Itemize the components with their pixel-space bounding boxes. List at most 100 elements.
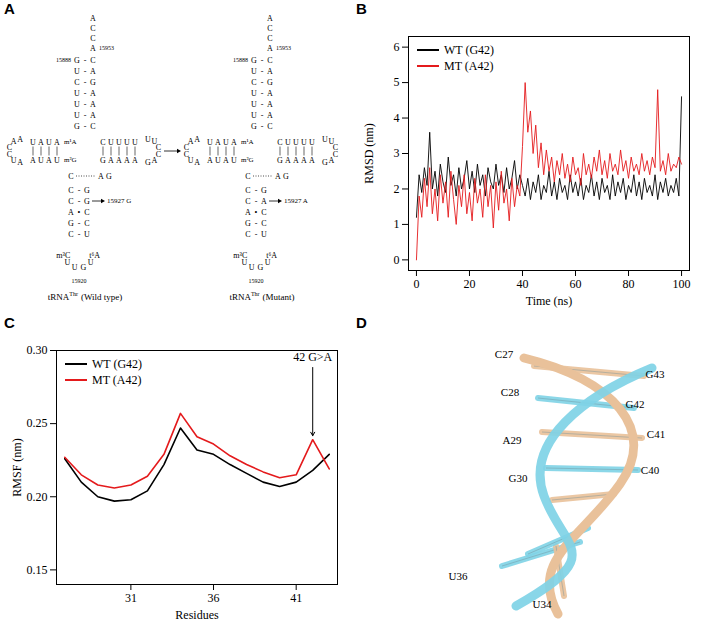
svg-text:-: - bbox=[261, 78, 264, 87]
svg-text:U: U bbox=[251, 100, 257, 109]
svg-text:G: G bbox=[245, 219, 251, 228]
svg-text:U: U bbox=[74, 67, 80, 76]
svg-text:G: G bbox=[84, 197, 90, 206]
svg-text:-: - bbox=[84, 56, 87, 65]
svg-text:C: C bbox=[90, 24, 95, 33]
svg-text:C: C bbox=[267, 122, 272, 131]
svg-text:-: - bbox=[255, 230, 258, 239]
svg-text:-: - bbox=[261, 67, 264, 76]
svg-text:A: A bbox=[90, 89, 96, 98]
svg-text:t⁶A: t⁶A bbox=[266, 251, 277, 260]
svg-text:C: C bbox=[251, 78, 256, 87]
svg-text:C40: C40 bbox=[641, 464, 660, 476]
svg-text:m²G: m²G bbox=[241, 156, 254, 164]
svg-text:31: 31 bbox=[125, 591, 137, 605]
svg-text:C: C bbox=[90, 34, 95, 43]
svg-text:U: U bbox=[132, 138, 138, 147]
svg-text:A: A bbox=[30, 156, 36, 165]
svg-text:0: 0 bbox=[394, 253, 400, 267]
svg-text:A: A bbox=[68, 208, 74, 217]
svg-text:G: G bbox=[257, 263, 263, 272]
svg-text:A: A bbox=[309, 156, 315, 165]
svg-text:C: C bbox=[68, 197, 73, 206]
svg-text:-: - bbox=[78, 219, 81, 228]
svg-text:-: - bbox=[255, 197, 258, 206]
svg-text:C28: C28 bbox=[501, 386, 520, 398]
svg-text:C: C bbox=[261, 208, 266, 217]
svg-text:U: U bbox=[74, 89, 80, 98]
svg-text:-: - bbox=[84, 122, 87, 131]
svg-text:-: - bbox=[255, 219, 258, 228]
svg-text:C: C bbox=[267, 56, 272, 65]
svg-text:4: 4 bbox=[394, 111, 400, 125]
svg-text:A: A bbox=[116, 156, 122, 165]
svg-text:G: G bbox=[74, 56, 80, 65]
svg-text:A: A bbox=[275, 172, 281, 181]
svg-text:-: - bbox=[261, 56, 264, 65]
svg-text:U36: U36 bbox=[449, 570, 468, 582]
svg-text:m¹A: m¹A bbox=[241, 138, 254, 146]
svg-text:G: G bbox=[283, 172, 289, 181]
svg-text:G42: G42 bbox=[626, 398, 645, 410]
svg-text:Residues: Residues bbox=[175, 608, 219, 622]
svg-text:15920: 15920 bbox=[249, 278, 264, 284]
svg-text:A: A bbox=[90, 14, 96, 23]
svg-text:-: - bbox=[84, 100, 87, 109]
svg-text:U: U bbox=[64, 258, 70, 267]
svg-text:A: A bbox=[38, 138, 44, 147]
svg-text:U: U bbox=[301, 138, 307, 147]
svg-text:A: A bbox=[152, 156, 158, 165]
svg-text:Time (ns): Time (ns) bbox=[526, 294, 573, 308]
svg-text:G: G bbox=[80, 263, 86, 272]
svg-text:G: G bbox=[267, 78, 273, 87]
svg-text:U: U bbox=[207, 138, 213, 147]
svg-text:U: U bbox=[215, 156, 221, 165]
svg-text:m¹A: m¹A bbox=[64, 138, 77, 146]
svg-text:20: 20 bbox=[463, 277, 475, 291]
svg-text:U: U bbox=[293, 138, 299, 147]
svg-text:A: A bbox=[261, 197, 267, 206]
svg-text:G: G bbox=[251, 122, 257, 131]
svg-text:A: A bbox=[90, 111, 96, 120]
svg-text:-: - bbox=[84, 67, 87, 76]
svg-text:A: A bbox=[90, 67, 96, 76]
svg-text:41: 41 bbox=[290, 591, 302, 605]
svg-text:A: A bbox=[267, 100, 273, 109]
svg-text:0: 0 bbox=[413, 277, 419, 291]
svg-text:U: U bbox=[84, 230, 90, 239]
svg-text:t⁶A: t⁶A bbox=[89, 251, 100, 260]
svg-text:U: U bbox=[88, 258, 94, 267]
svg-text:U: U bbox=[188, 156, 194, 165]
svg-text:40: 40 bbox=[516, 277, 528, 291]
svg-text:A: A bbox=[267, 111, 273, 120]
svg-text:U: U bbox=[249, 263, 255, 272]
svg-text:A: A bbox=[90, 44, 96, 53]
svg-text:-: - bbox=[78, 186, 81, 195]
svg-text:A: A bbox=[194, 158, 200, 167]
svg-text:36: 36 bbox=[208, 591, 220, 605]
svg-text:G: G bbox=[90, 78, 96, 87]
svg-text:C: C bbox=[261, 219, 266, 228]
svg-text:A: A bbox=[98, 172, 104, 181]
svg-text:-: - bbox=[261, 89, 264, 98]
svg-text:G: G bbox=[68, 219, 74, 228]
svg-text:G: G bbox=[261, 186, 267, 195]
svg-text:U: U bbox=[116, 138, 122, 147]
svg-text:tRNAThr(Mutant): tRNAThr(Mutant) bbox=[229, 291, 294, 302]
svg-text:-: - bbox=[78, 197, 81, 206]
svg-text:A: A bbox=[17, 158, 23, 167]
svg-text:C: C bbox=[68, 230, 73, 239]
svg-text:G30: G30 bbox=[509, 472, 528, 484]
svg-text:A: A bbox=[17, 135, 23, 144]
svg-text:U: U bbox=[231, 156, 237, 165]
svg-text:A: A bbox=[267, 89, 273, 98]
svg-text:15953: 15953 bbox=[99, 45, 114, 51]
svg-text:3: 3 bbox=[394, 146, 400, 160]
svg-text:C: C bbox=[68, 172, 73, 181]
svg-text:100: 100 bbox=[673, 277, 691, 291]
svg-text:RMSD (nm): RMSD (nm) bbox=[362, 123, 376, 183]
svg-text:A: A bbox=[108, 156, 114, 165]
svg-text:U: U bbox=[285, 138, 291, 147]
svg-text:C: C bbox=[245, 197, 250, 206]
svg-text:-: - bbox=[261, 100, 264, 109]
